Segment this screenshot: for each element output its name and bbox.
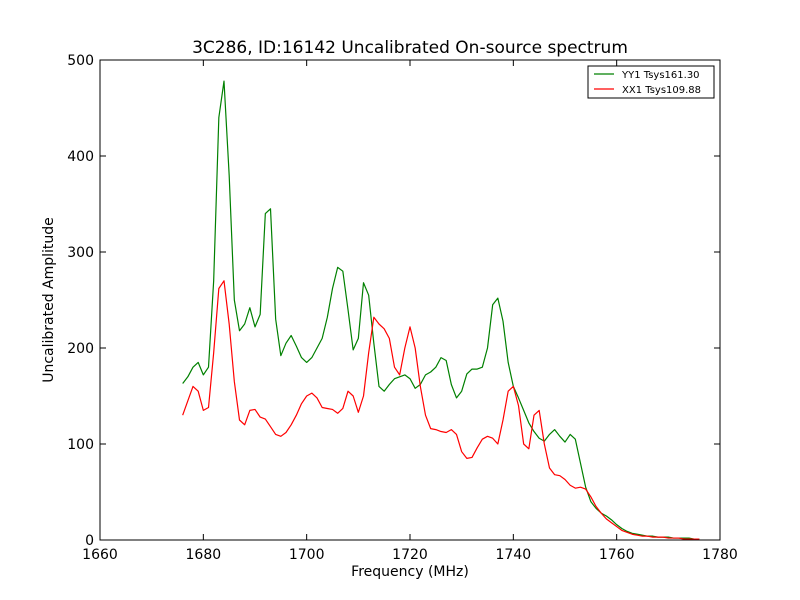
plot-area (100, 60, 720, 540)
legend-label-yy1: YY1 Tsys161.30 (621, 70, 700, 81)
series-line-1 (182, 280, 700, 540)
y-tick-label: 300 (67, 245, 94, 261)
y-axis-label: Uncalibrated Amplitude (41, 217, 57, 383)
x-axis: 1660 1680 1700 1720 1740 1760 1780 (82, 60, 738, 563)
x-axis-label: Frequency (MHz) (351, 564, 469, 580)
x-tick-label: 1720 (392, 547, 428, 563)
chart-title: 3C286, ID:16142 Uncalibrated On-source s… (192, 38, 628, 58)
x-tick-label: 1760 (599, 547, 635, 563)
x-tick-label: 1740 (496, 547, 532, 563)
y-tick-label: 500 (67, 53, 94, 69)
y-tick-label: 100 (67, 437, 94, 453)
x-tick-label: 1680 (186, 547, 222, 563)
y-tick-label: 400 (67, 149, 94, 165)
y-axis: 0 100 200 300 400 500 (67, 53, 720, 549)
legend-label-xx1: XX1 Tsys109.88 (622, 85, 701, 96)
x-tick-label: 1700 (289, 547, 325, 563)
series-layer (182, 80, 700, 540)
y-tick-label: 200 (67, 341, 94, 357)
legend-box (587, 65, 715, 99)
x-tick-label: 1660 (82, 547, 118, 563)
y-tick-label: 0 (85, 533, 94, 549)
legend: YY1 Tsys161.30 XX1 Tsys109.88 (587, 65, 715, 99)
x-tick-label: 1780 (702, 547, 738, 563)
series-line-0 (182, 80, 700, 540)
